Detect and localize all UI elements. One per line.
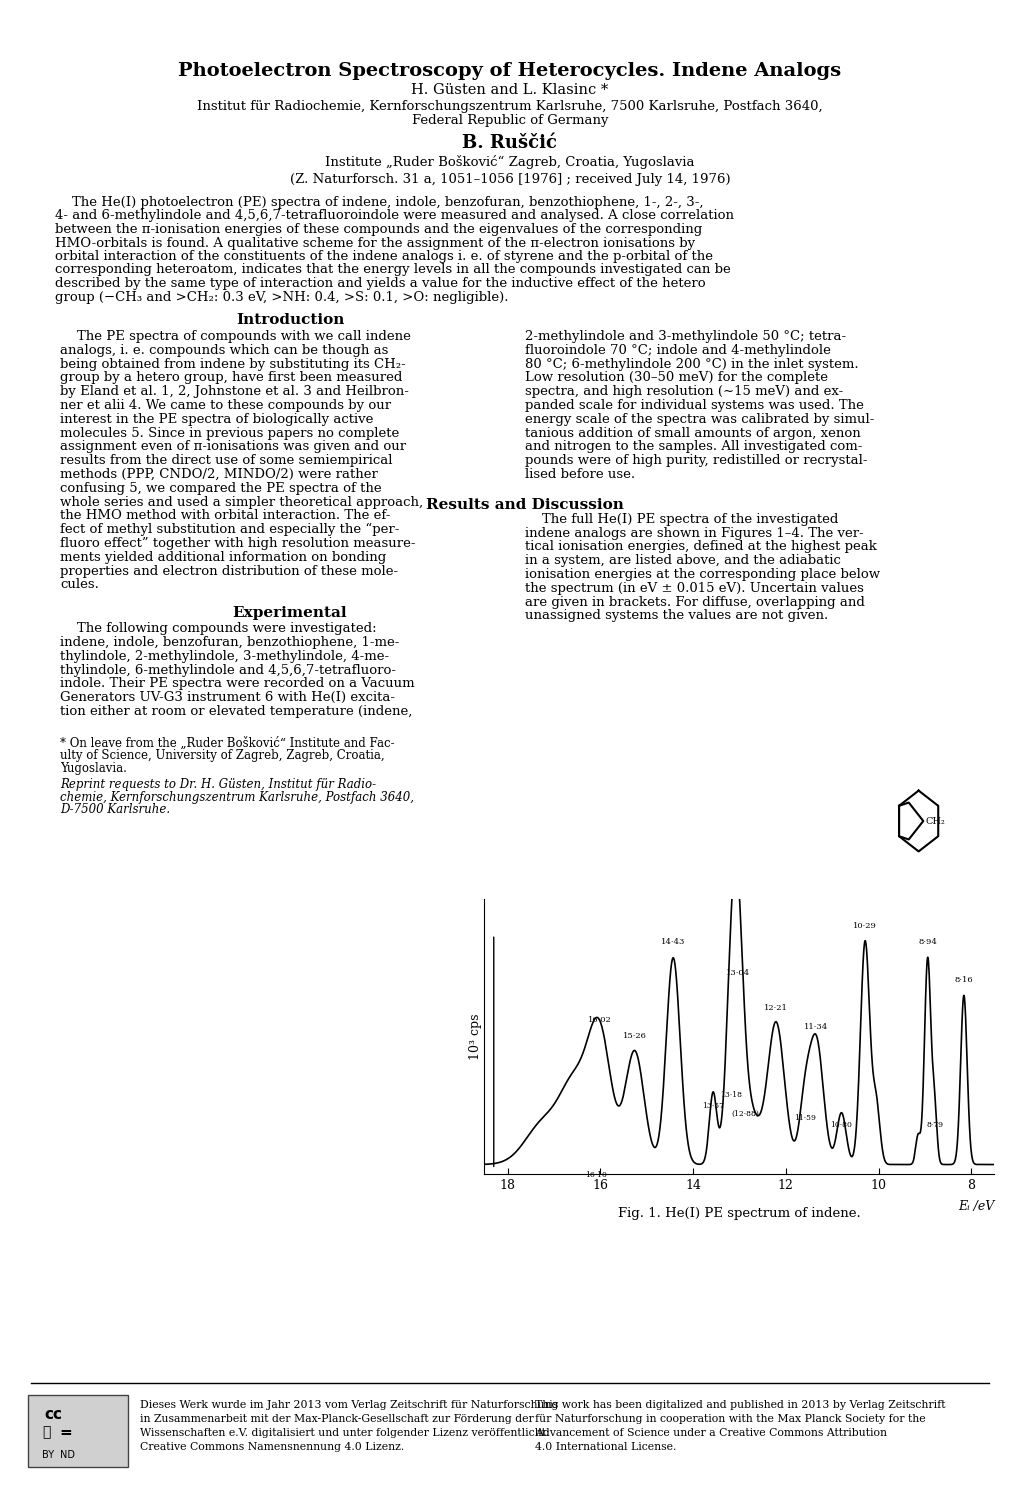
Text: Low resolution (30–50 meV) for the complete: Low resolution (30–50 meV) for the compl… <box>525 372 827 385</box>
Text: 15·26: 15·26 <box>623 1031 646 1040</box>
Text: cules.: cules. <box>60 578 99 591</box>
Text: H. Güsten and L. Klasinc *: H. Güsten and L. Klasinc * <box>411 83 608 97</box>
Y-axis label: 10³ cps: 10³ cps <box>469 1013 481 1060</box>
Text: 8·16: 8·16 <box>954 976 972 984</box>
Text: fluoroindole 70 °C; indole and 4-methylindole: fluoroindole 70 °C; indole and 4-methyli… <box>525 343 830 357</box>
Text: and nitrogen to the samples. All investigated com-: and nitrogen to the samples. All investi… <box>525 440 861 453</box>
Text: (12·88): (12·88) <box>731 1110 758 1117</box>
Text: Photoelectron Spectroscopy of Heterocycles. Indene Analogs: Photoelectron Spectroscopy of Heterocycl… <box>178 62 841 80</box>
Text: lised before use.: lised before use. <box>525 468 635 481</box>
Text: indene, indole, benzofuran, benzothiophene, 1-me-: indene, indole, benzofuran, benzothiophe… <box>60 636 399 649</box>
Text: HMO-orbitals is found. A qualitative scheme for the assignment of the π-electron: HMO-orbitals is found. A qualitative sch… <box>55 236 694 250</box>
Text: This work has been digitalized and published in 2013 by Verlag Zeitschrift
für N: This work has been digitalized and publi… <box>535 1400 945 1452</box>
Text: ulty of Science, University of Zagreb, Zagreb, Croatia,: ulty of Science, University of Zagreb, Z… <box>60 749 384 762</box>
Text: the HMO method with orbital interaction. The ef-: the HMO method with orbital interaction.… <box>60 510 390 523</box>
Text: Reprint requests to Dr. H. Güsten, Institut für Radio-: Reprint requests to Dr. H. Güsten, Insti… <box>60 779 376 792</box>
Text: 10·80: 10·80 <box>829 1122 852 1129</box>
Text: The PE spectra of compounds with we call indene: The PE spectra of compounds with we call… <box>60 330 411 343</box>
Text: confusing 5, we compared the PE spectra of the: confusing 5, we compared the PE spectra … <box>60 481 381 495</box>
Text: Federal Republic of Germany: Federal Republic of Germany <box>412 114 607 126</box>
Text: orbital interaction of the constituents of the indene analogs i. e. of styrene a: orbital interaction of the constituents … <box>55 250 712 263</box>
Text: unassigned systems the values are not given.: unassigned systems the values are not gi… <box>525 609 827 623</box>
Text: 14·43: 14·43 <box>660 938 685 947</box>
Text: the spectrum (in eV ± 0.015 eV). Uncertain values: the spectrum (in eV ± 0.015 eV). Uncerta… <box>525 583 863 594</box>
Text: BY: BY <box>42 1450 54 1461</box>
Bar <box>28 1395 127 1467</box>
Text: 16·10: 16·10 <box>584 1171 606 1178</box>
Text: (Z. Naturforsch. 31 a, 1051–1056 [1976] ; received July 14, 1976): (Z. Naturforsch. 31 a, 1051–1056 [1976] … <box>289 172 730 186</box>
Text: tion either at room or elevated temperature (indene,: tion either at room or elevated temperat… <box>60 704 412 718</box>
Text: 4- and 6-methylindole and 4,5,6,7-tetrafluoroindole were measured and analysed. : 4- and 6-methylindole and 4,5,6,7-tetraf… <box>55 210 734 223</box>
Text: ND: ND <box>60 1450 75 1461</box>
Text: panded scale for individual systems was used. The: panded scale for individual systems was … <box>525 400 863 412</box>
Text: ionisation energies at the corresponding place below: ionisation energies at the corresponding… <box>525 568 879 581</box>
Text: indene analogs are shown in Figures 1–4. The ver-: indene analogs are shown in Figures 1–4.… <box>525 526 863 539</box>
Text: 12·21: 12·21 <box>763 1005 788 1012</box>
Text: Institut für Radiochemie, Kernforschungszentrum Karlsruhe, 7500 Karlsruhe, Postf: Institut für Radiochemie, Kernforschungs… <box>197 100 822 113</box>
Text: 11·34: 11·34 <box>804 1022 827 1031</box>
Text: Generators UV-G3 instrument 6 with He(I) excita-: Generators UV-G3 instrument 6 with He(I)… <box>60 691 394 704</box>
Text: by Eland et al. 1, 2, Johnstone et al. 3 and Heilbron-: by Eland et al. 1, 2, Johnstone et al. 3… <box>60 385 409 398</box>
Text: methods (PPP, CNDO/2, MINDO/2) were rather: methods (PPP, CNDO/2, MINDO/2) were rath… <box>60 468 377 481</box>
Text: ments yielded additional information on bonding: ments yielded additional information on … <box>60 551 386 563</box>
Text: The He(I) photoelectron (PE) spectra of indene, indole, benzofuran, benzothiophe: The He(I) photoelectron (PE) spectra of … <box>55 196 703 210</box>
Text: 13·57: 13·57 <box>701 1103 723 1110</box>
Text: between the π-ionisation energies of these compounds and the eigenvalues of the : between the π-ionisation energies of the… <box>55 223 701 236</box>
Text: thylindole, 6-methylindole and 4,5,6,7-tetrafluoro-: thylindole, 6-methylindole and 4,5,6,7-t… <box>60 664 395 676</box>
Text: thylindole, 2-methylindole, 3-methylindole, 4-me-: thylindole, 2-methylindole, 3-methylindo… <box>60 649 388 663</box>
Text: 80 °C; 6-methylindole 200 °C) in the inlet system.: 80 °C; 6-methylindole 200 °C) in the inl… <box>525 358 858 370</box>
Text: energy scale of the spectra was calibrated by simul-: energy scale of the spectra was calibrat… <box>525 413 873 426</box>
Text: assignment even of π-ionisations was given and our: assignment even of π-ionisations was giv… <box>60 440 406 453</box>
Text: ⓘ: ⓘ <box>42 1425 50 1438</box>
Text: cc: cc <box>44 1407 62 1422</box>
Text: tanious addition of small amounts of argon, xenon: tanious addition of small amounts of arg… <box>525 426 860 440</box>
Text: described by the same type of interaction and yields a value for the inductive e: described by the same type of interactio… <box>55 276 705 290</box>
Text: Eᵢ /eV: Eᵢ /eV <box>957 1199 994 1213</box>
Text: * On leave from the „Ruder Bošković“ Institute and Fac-: * On leave from the „Ruder Bošković“ Ins… <box>60 737 394 750</box>
Text: fect of methyl substitution and especially the “per-: fect of methyl substitution and especial… <box>60 523 399 536</box>
Text: pounds were of high purity, redistilled or recrystal-: pounds were of high purity, redistilled … <box>525 455 866 467</box>
Text: analogs, i. e. compounds which can be though as: analogs, i. e. compounds which can be th… <box>60 343 388 357</box>
Text: 13·18: 13·18 <box>719 1091 742 1098</box>
Text: being obtained from indene by substituting its CH₂-: being obtained from indene by substituti… <box>60 358 406 370</box>
Text: ner et alii 4. We came to these compounds by our: ner et alii 4. We came to these compound… <box>60 400 390 412</box>
Text: spectra, and high resolution (∼15 meV) and ex-: spectra, and high resolution (∼15 meV) a… <box>525 385 843 398</box>
Text: The full He(I) PE spectra of the investigated: The full He(I) PE spectra of the investi… <box>525 513 838 526</box>
Text: =: = <box>59 1425 72 1440</box>
Text: 10·29: 10·29 <box>852 921 876 930</box>
Text: Dieses Werk wurde im Jahr 2013 vom Verlag Zeitschrift für Naturforschung
in Zusa: Dieses Werk wurde im Jahr 2013 vom Verla… <box>140 1400 557 1452</box>
Text: Yugoslavia.: Yugoslavia. <box>60 762 126 774</box>
Text: Institute „Ruder Bošković“ Zagreb, Croatia, Yugoslavia: Institute „Ruder Bošković“ Zagreb, Croat… <box>325 155 694 169</box>
Text: Experimental: Experimental <box>232 606 347 620</box>
Text: in a system, are listed above, and the adiabatic: in a system, are listed above, and the a… <box>525 554 840 568</box>
Text: CH₂: CH₂ <box>925 816 945 826</box>
Text: 8·94: 8·94 <box>917 938 936 947</box>
Text: 16·02: 16·02 <box>587 1015 610 1024</box>
Text: are given in brackets. For diffuse, overlapping and: are given in brackets. For diffuse, over… <box>525 596 864 609</box>
Text: molecules 5. Since in previous papers no complete: molecules 5. Since in previous papers no… <box>60 426 398 440</box>
Text: fluoro effect” together with high resolution measure-: fluoro effect” together with high resolu… <box>60 536 415 550</box>
Text: chemie, Kernforschungszentrum Karlsruhe, Postfach 3640,: chemie, Kernforschungszentrum Karlsruhe,… <box>60 791 414 804</box>
Text: 11·59: 11·59 <box>793 1114 815 1122</box>
Text: tical ionisation energies, defined at the highest peak: tical ionisation energies, defined at th… <box>525 541 876 553</box>
Text: properties and electron distribution of these mole-: properties and electron distribution of … <box>60 565 397 578</box>
Text: group by a hetero group, have first been measured: group by a hetero group, have first been… <box>60 372 401 385</box>
Text: The following compounds were investigated:: The following compounds were investigate… <box>60 623 376 635</box>
Text: results from the direct use of some semiempirical: results from the direct use of some semi… <box>60 455 392 467</box>
Text: 2-methylindole and 3-methylindole 50 °C; tetra-: 2-methylindole and 3-methylindole 50 °C;… <box>525 330 846 343</box>
Text: 13·04: 13·04 <box>725 969 749 976</box>
Text: indole. Their PE spectra were recorded on a Vacuum: indole. Their PE spectra were recorded o… <box>60 678 414 691</box>
Text: interest in the PE spectra of biologically active: interest in the PE spectra of biological… <box>60 413 373 426</box>
Text: group (−CH₃ and >CH₂: 0.3 eV, >NH: 0.4, >S: 0.1, >O: negligible).: group (−CH₃ and >CH₂: 0.3 eV, >NH: 0.4, … <box>55 290 508 303</box>
Text: Fig. 1. He(I) PE spectrum of indene.: Fig. 1. He(I) PE spectrum of indene. <box>618 1207 860 1220</box>
Text: D-7500 Karlsruhe.: D-7500 Karlsruhe. <box>60 804 170 816</box>
Text: B. Ruščić: B. Ruščić <box>462 134 557 152</box>
Text: corresponding heteroatom, indicates that the energy levels in all the compounds : corresponding heteroatom, indicates that… <box>55 263 730 276</box>
Text: 8·79: 8·79 <box>925 1122 943 1129</box>
Text: whole series and used a simpler theoretical approach,: whole series and used a simpler theoreti… <box>60 496 423 508</box>
Text: Results and Discussion: Results and Discussion <box>426 498 624 511</box>
Text: Introduction: Introduction <box>235 314 343 327</box>
